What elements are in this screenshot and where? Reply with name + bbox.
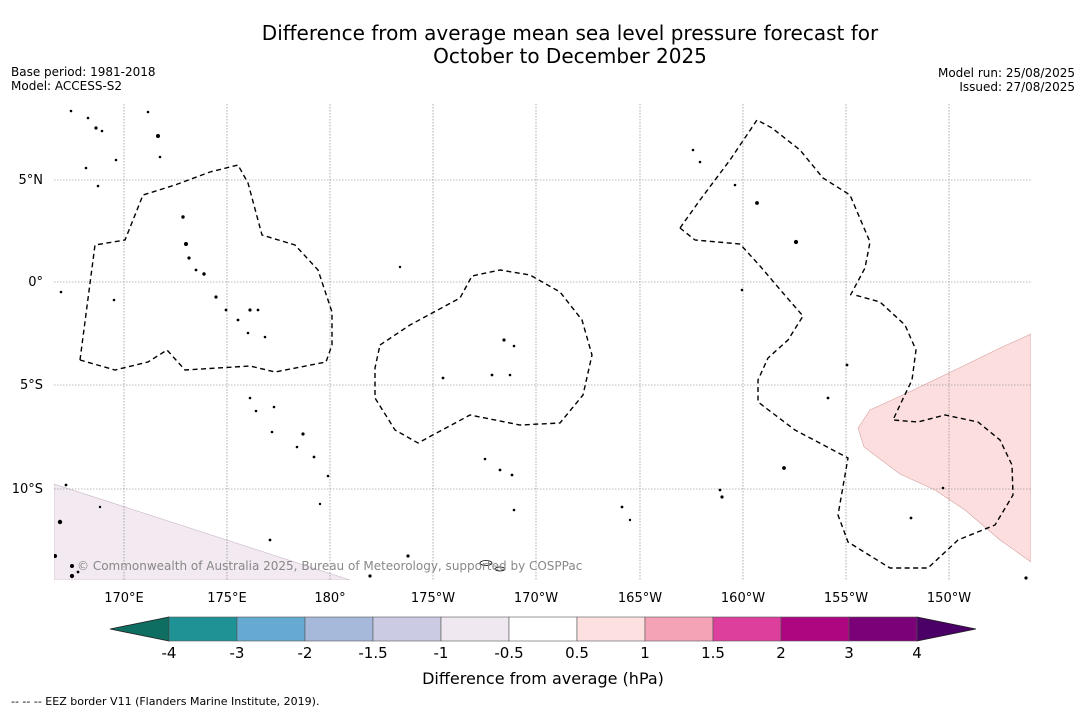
lon-label-175e: 175°E <box>207 591 247 606</box>
colorbar-tick-label: 4 <box>912 644 922 662</box>
lon-label-155w: 155°W <box>824 591 868 606</box>
colorbar-tick-label: 2 <box>776 644 786 662</box>
colorbar-tick-label: -1.5 <box>358 644 387 662</box>
colorbar-tick-label: -4 <box>162 644 177 662</box>
colorbar-segment <box>440 616 510 642</box>
lat-label-5s: 5°S <box>20 378 43 393</box>
colorbar-tick-label: -1 <box>434 644 449 662</box>
lat-label-0: 0° <box>28 275 43 290</box>
base-period-text: Base period: 1981-2018 <box>11 65 156 79</box>
eez-border-tuvalu-phoenix <box>374 269 593 444</box>
colorbar-segment <box>644 616 714 642</box>
colorbar-segment <box>304 616 374 642</box>
eez-borders <box>79 119 1014 569</box>
copyright-text: © Commonwealth of Australia 2025, Bureau… <box>77 559 582 573</box>
meta-left: Base period: 1981-2018 Model: ACCESS-S2 <box>11 65 156 93</box>
positive-anomaly-region <box>857 333 1031 563</box>
title-line-2: October to December 2025 <box>433 44 707 68</box>
model-text: Model: ACCESS-S2 <box>11 79 123 93</box>
colorbar-tick-label: 3 <box>844 644 854 662</box>
negative-anomaly-region <box>54 483 351 580</box>
longitude-labels: 170°E 175°E 180° 175°W 170°W 165°W 160°W… <box>104 591 971 606</box>
eez-footnote: -- -- -- EEZ border V11 (Flanders Marine… <box>11 695 320 708</box>
colorbar-segment <box>372 616 442 642</box>
colorbar-segment <box>508 616 578 642</box>
colorbar-segment <box>780 616 850 642</box>
colorbar-tick-label: 1 <box>640 644 650 662</box>
island-specks <box>54 109 1028 580</box>
colorbar-tick-label: -3 <box>230 644 245 662</box>
colorbar: -4 -3 -2 -1.5 -1 -0.5 0.5 1 1.5 2 3 4 <box>109 616 977 662</box>
issued-text: Issued: 27/08/2025 <box>959 80 1075 94</box>
colorbar-segment <box>168 616 238 642</box>
colorbar-segment <box>712 616 782 642</box>
lon-label-175w: 175°W <box>411 591 455 606</box>
colorbar-segment <box>236 616 306 642</box>
colorbar-over-arrow <box>916 616 977 642</box>
colorbar-segment <box>848 616 918 642</box>
colorbar-tick-label: 1.5 <box>701 644 725 662</box>
meta-right: Model run: 25/08/2025 Issued: 27/08/2025 <box>938 66 1075 94</box>
lon-label-160w: 160°W <box>721 591 765 606</box>
colorbar-under-arrow <box>109 616 170 642</box>
latitude-labels: 5°N 0° 5°S 10°S <box>12 173 43 497</box>
lon-label-165w: 165°W <box>618 591 662 606</box>
title-line-1: Difference from average mean sea level p… <box>261 21 879 45</box>
colorbar-tick-label: 0.5 <box>565 644 589 662</box>
lat-label-5n: 5°N <box>19 173 44 188</box>
eez-border-kiribati-gilberts <box>79 164 333 373</box>
model-run-text: Model run: 25/08/2025 <box>937 66 1075 80</box>
lon-label-170w: 170°W <box>514 591 558 606</box>
lon-label-150w: 150°W <box>927 591 971 606</box>
gridlines <box>54 104 1031 580</box>
lon-label-180: 180° <box>314 591 345 606</box>
colorbar-label: Difference from average (hPa) <box>422 669 664 688</box>
map-area <box>54 104 1031 580</box>
colorbar-tick-label: -0.5 <box>494 644 523 662</box>
colorbar-tick-label: -2 <box>298 644 313 662</box>
map-title: Difference from average mean sea level p… <box>0 22 1085 68</box>
lat-label-10s: 10°S <box>12 482 43 497</box>
lon-label-170e: 170°E <box>104 591 144 606</box>
eez-border-line-islands <box>679 119 871 297</box>
colorbar-segment <box>576 616 646 642</box>
